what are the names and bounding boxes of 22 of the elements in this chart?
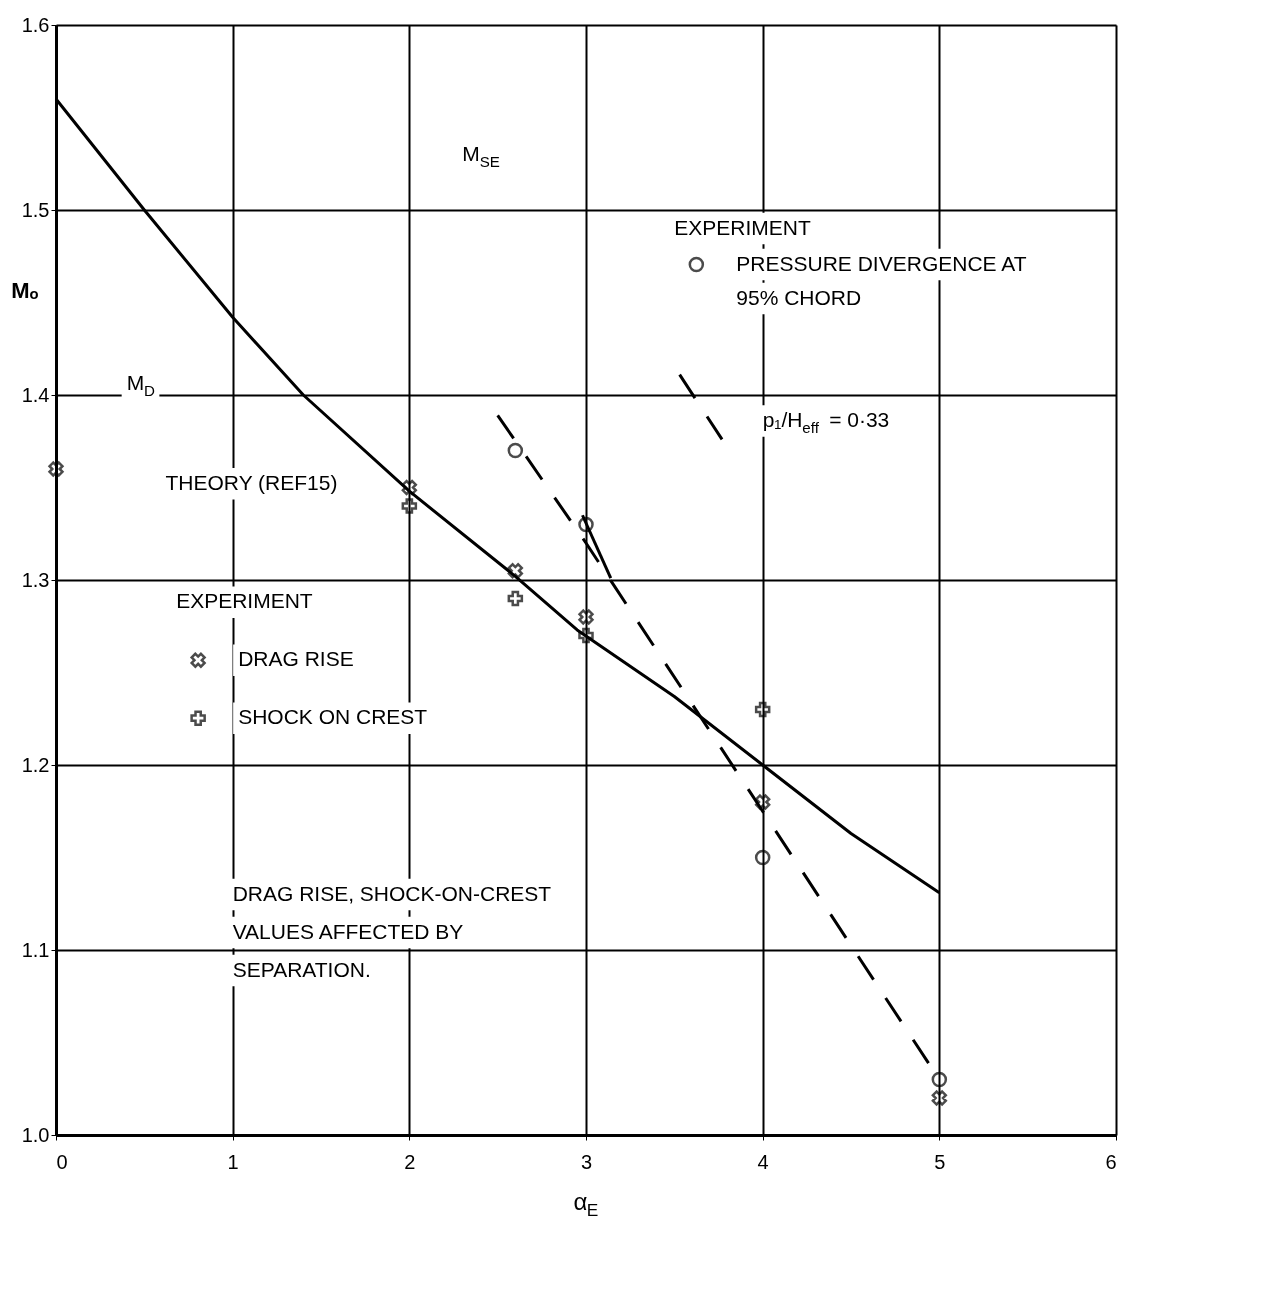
- legend-title: EXPERIMENT: [176, 589, 313, 613]
- y-tick-label: 1.3: [21, 568, 50, 591]
- x-tick-label: 1: [227, 1150, 239, 1173]
- text: EXPERIMENT: [674, 215, 811, 239]
- x-tick-label: 3: [580, 1150, 593, 1173]
- y-tick-label: 1.1: [21, 938, 50, 961]
- y-tick-label: 1.0: [21, 1123, 50, 1146]
- legend-label: PRESSURE DIVERGENCE AT 95% CHORD: [736, 251, 1027, 309]
- x-tick-label: 0: [56, 1150, 68, 1173]
- legend-label: SHOCK ON CREST: [238, 705, 428, 729]
- legend-label: DRAG RISE: [238, 647, 354, 671]
- annotation: DRAG RISE, SHOCK-ON-CREST VALUES AFFECTED BY SEPARATION.: [232, 881, 552, 981]
- y-axis-title: Mₒ: [11, 278, 39, 303]
- x-tick-label: 4: [757, 1150, 769, 1173]
- y-tick-label: 1.2: [21, 753, 50, 776]
- x-tick-label: 6: [1105, 1150, 1117, 1173]
- x-tick-label: 5: [934, 1150, 946, 1173]
- y-tick-label: 1.5: [21, 198, 50, 221]
- y-tick-label: 1.6: [21, 13, 50, 36]
- x-tick-label: 2: [404, 1150, 416, 1173]
- y-tick-label: 1.4: [21, 383, 50, 406]
- annotation: THEORY (REF15): [165, 470, 338, 494]
